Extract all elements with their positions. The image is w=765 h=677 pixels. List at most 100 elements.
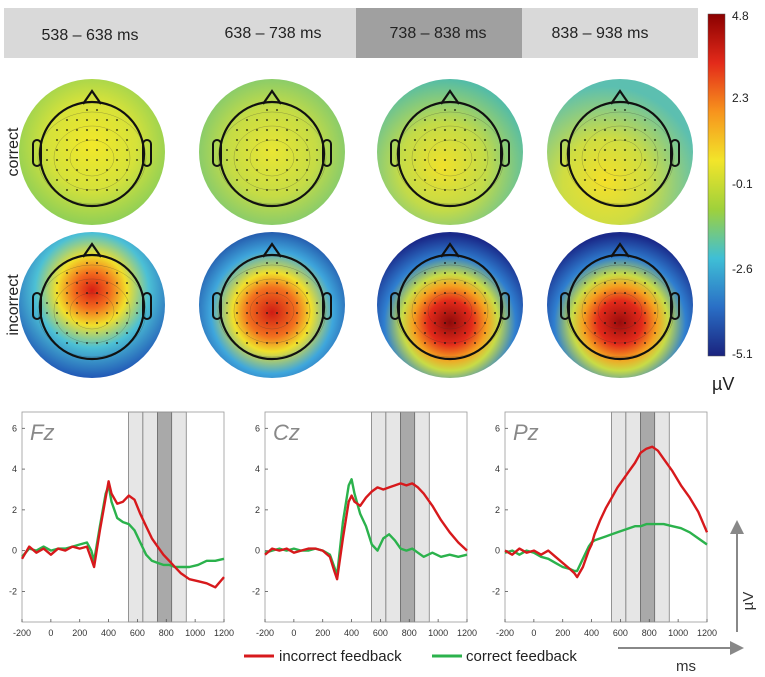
electrode-dot [624, 109, 626, 111]
electrode-dot [286, 129, 288, 131]
electrode-dot [306, 129, 308, 131]
electrode-dot [444, 262, 446, 264]
nose-outline [610, 242, 630, 258]
electrode-dot [276, 312, 278, 314]
electrode-dot [424, 282, 426, 284]
electrode-dot [66, 169, 68, 171]
colorbar-unit: µV [712, 374, 734, 394]
right-ear-outline [500, 292, 510, 320]
y-tick-label: -2 [492, 586, 500, 596]
electrode-dot [66, 282, 68, 284]
electrode-dot [126, 129, 128, 131]
electrode-dot [414, 302, 416, 304]
electrode-dot [226, 302, 228, 304]
electrode-dot [624, 302, 626, 304]
electrode-dot [614, 272, 616, 274]
electrode-dot [424, 179, 426, 181]
electrode-dot [574, 159, 576, 161]
electrode-dot [604, 189, 606, 191]
time-window-cell-0 [4, 8, 180, 58]
electrode-dot [266, 322, 268, 324]
electrode-dot [66, 179, 68, 181]
electrode-dot [474, 119, 476, 121]
x-tick-label: -200 [496, 628, 514, 638]
electrode-dot [56, 169, 58, 171]
electrode-dot [444, 169, 446, 171]
electrode-dot [414, 159, 416, 161]
electrode-dot [624, 282, 626, 284]
electrode-dot [614, 179, 616, 181]
electrode-dot [594, 149, 596, 151]
legend-label-correct: correct feedback [466, 648, 577, 665]
electrode-dot [126, 322, 128, 324]
electrode-dot [306, 169, 308, 171]
electrode-dot [76, 272, 78, 274]
electrode-dot [614, 302, 616, 304]
electrode-dot [664, 312, 666, 314]
electrode-dot [484, 149, 486, 151]
electrode-dot [414, 149, 416, 151]
electrode-dot [86, 109, 88, 111]
electrode-dot [246, 139, 248, 141]
electrode-dot [614, 282, 616, 284]
electrode-dot [594, 159, 596, 161]
electrode-dot [584, 159, 586, 161]
electrode-dot [126, 179, 128, 181]
shaded-window-3 [171, 411, 187, 623]
electrode-dot [464, 292, 466, 294]
electrode-dot [76, 302, 78, 304]
electrode-dot [76, 189, 78, 191]
x-tick-label: 1000 [668, 628, 688, 638]
right-ear-outline [500, 139, 510, 167]
colorbar-scale [707, 13, 726, 357]
electrode-dot [604, 119, 606, 121]
electrode-dot [106, 189, 108, 191]
electrode-dot [604, 169, 606, 171]
electrode-dot [56, 302, 58, 304]
electrode-dot [76, 129, 78, 131]
electrode-dot [76, 119, 78, 121]
electrode-dot [634, 322, 636, 324]
electrode-dot [246, 169, 248, 171]
electrode-dot [584, 282, 586, 284]
electrode-dot [256, 312, 258, 314]
electrode-dot [594, 282, 596, 284]
y-tick-label: 6 [12, 423, 17, 433]
electrode-dot [116, 332, 118, 334]
electrode-dot [266, 312, 268, 314]
electrode-dot [106, 312, 108, 314]
electrode-dot [116, 322, 118, 324]
electrode-dot [76, 139, 78, 141]
y-tick-label: 6 [255, 423, 260, 433]
series-line-fz-incorrect [20, 480, 225, 589]
topomap-contour [597, 292, 643, 330]
time-window-cell-2 [356, 8, 522, 58]
electrode-dot [116, 189, 118, 191]
electrode-dot [96, 262, 98, 264]
electrode-dot [584, 302, 586, 304]
erp-panel-fz: -2 0 2 4 6 -200 0 200 400 600 800 1000 1200 Fz [9, 411, 234, 638]
topomap-contour [249, 292, 295, 330]
electrode-dot [454, 189, 456, 191]
electrode-dot [46, 302, 48, 304]
electrode-dot [624, 119, 626, 121]
electrode-dot [86, 189, 88, 191]
electrode-dot [306, 312, 308, 314]
electrode-dot [444, 149, 446, 151]
topomap-correct-3 [547, 79, 693, 225]
right-ear-outline [670, 292, 680, 320]
electrode-dot [126, 169, 128, 171]
electrode-dot [86, 129, 88, 131]
y-tick-label: 0 [255, 546, 260, 556]
topomap-incorrect-3 [547, 232, 693, 378]
nose-outline [82, 242, 102, 258]
electrode-dot [574, 312, 576, 314]
electrode-dot [654, 282, 656, 284]
electrode-dot [96, 322, 98, 324]
electrode-dot [484, 312, 486, 314]
electrode-dot [96, 282, 98, 284]
electrode-dot [256, 179, 258, 181]
electrode-dot [654, 292, 656, 294]
electrode-dot [664, 302, 666, 304]
electrode-dot [106, 149, 108, 151]
